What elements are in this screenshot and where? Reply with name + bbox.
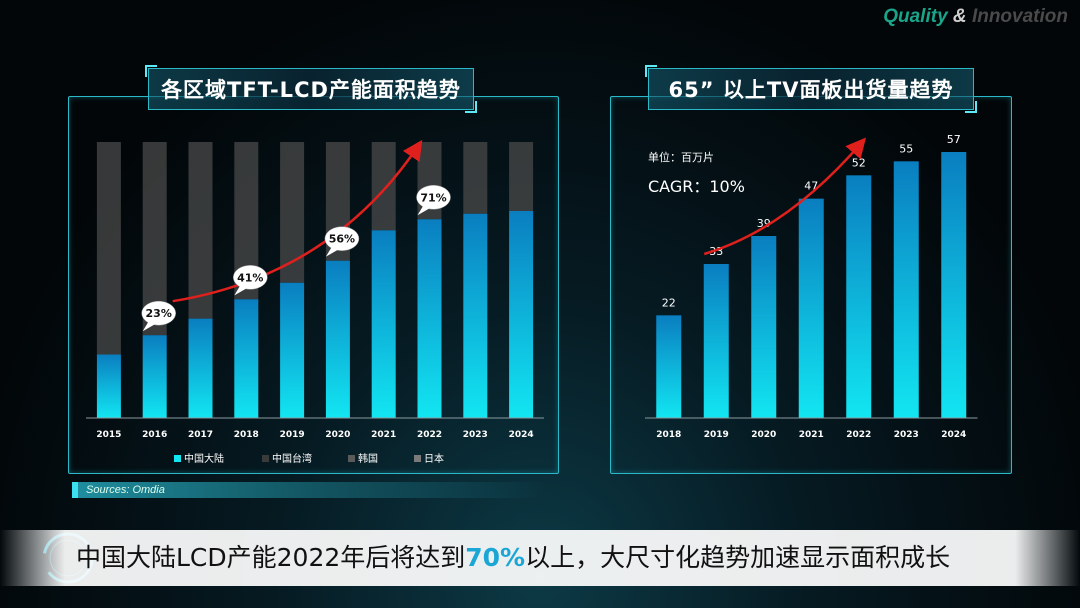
- legend-label: 中国台湾: [272, 452, 312, 465]
- legend-label: 日本: [424, 452, 444, 465]
- china-bar-2024: [509, 211, 534, 418]
- x-tick-label: 2018: [234, 430, 259, 440]
- x-tick-label: 2023: [463, 430, 488, 440]
- china-bar-2022: [417, 219, 442, 418]
- china-bar-2023: [463, 213, 488, 418]
- x-tick-label: 2024: [941, 430, 966, 440]
- china-bar-2019: [280, 282, 305, 418]
- data-label: 47: [804, 180, 818, 193]
- right-chart-title: 65” 以上TV面板出货量趋势: [645, 65, 977, 113]
- x-tick-label: 2016: [142, 430, 167, 440]
- china-bar-2018: [234, 299, 259, 418]
- gray-bar-2024: [509, 142, 534, 211]
- annotation-label: 56%: [329, 233, 355, 246]
- gray-bar-2019: [280, 142, 305, 283]
- brand-logo: Quality & Innovation: [883, 6, 1068, 27]
- annotation-bubble: [233, 265, 268, 290]
- data-label: 22: [662, 296, 676, 309]
- gray-bar-2021: [371, 142, 396, 231]
- tv-bar-2020: [751, 236, 777, 418]
- legend-swatch: [414, 455, 421, 462]
- data-label: 55: [899, 142, 913, 155]
- data-label: 57: [947, 133, 961, 146]
- x-tick-label: 2023: [894, 430, 919, 440]
- china-bar-2015: [96, 354, 121, 418]
- tv-bar-2024: [941, 152, 967, 418]
- conclusion-banner: 中国大陆LCD产能2022年后将达到70%以上，大尺寸化趋势加速显示面积成长: [0, 530, 1080, 586]
- china-bar-2016: [142, 335, 167, 418]
- annotation-bubble: [416, 185, 451, 210]
- gray-bar-2017: [188, 142, 213, 319]
- x-tick-label: 2019: [704, 430, 729, 440]
- x-tick-label: 2022: [417, 430, 442, 440]
- annotation-tail: [234, 285, 249, 296]
- x-tick-label: 2020: [325, 430, 350, 440]
- trend-arrow: [172, 139, 423, 303]
- x-tick-label: 2022: [846, 430, 871, 440]
- x-tick-label: 2017: [188, 430, 213, 440]
- china-bar-2017: [188, 318, 213, 418]
- x-tick-label: 2020: [751, 430, 776, 440]
- cagr-label: CAGR：10%: [648, 177, 745, 196]
- x-tick-label: 2019: [280, 430, 305, 440]
- china-bar-2021: [371, 230, 396, 418]
- china-bar-2020: [325, 260, 350, 418]
- annotation-tail: [417, 205, 432, 216]
- legend-swatch: [348, 455, 355, 462]
- annotation-tail: [325, 246, 340, 257]
- legend-label: 韩国: [358, 452, 378, 465]
- annotation-tail: [142, 321, 157, 332]
- legend-swatch: [174, 455, 181, 462]
- x-tick-label: 2018: [656, 430, 681, 440]
- trend-arrow: [703, 137, 867, 256]
- conclusion-highlight: 70%: [465, 543, 526, 572]
- data-label: 52: [852, 156, 866, 169]
- x-tick-label: 2024: [509, 430, 534, 440]
- x-tick-label: 2021: [371, 430, 396, 440]
- annotation-label: 23%: [146, 307, 172, 320]
- gray-bar-2018: [234, 142, 259, 300]
- tv-bar-2023: [893, 161, 919, 419]
- x-tick-label: 2015: [96, 430, 121, 440]
- conclusion-text: 中国大陆LCD产能2022年后将达到70%以上，大尺寸化趋势加速显示面积成长: [76, 543, 951, 572]
- source-note: Sources: Omdia: [72, 482, 546, 498]
- x-tick-label: 2021: [799, 430, 824, 440]
- annotation-label: 71%: [420, 191, 446, 204]
- tv-bar-2022: [846, 175, 872, 418]
- annotation-label: 41%: [237, 271, 263, 284]
- annotation-bubble: [141, 300, 176, 326]
- gray-bar-2015: [96, 142, 121, 355]
- tv-bar-2019: [703, 264, 729, 418]
- legend-label: 中国大陆: [184, 452, 224, 465]
- annotation-bubble: [324, 226, 360, 251]
- legend-swatch: [262, 455, 269, 462]
- tv-bar-2018: [656, 315, 682, 418]
- gray-bar-2023: [463, 142, 488, 214]
- tv-bar-2021: [798, 198, 824, 418]
- unit-label: 单位：百万片: [648, 150, 714, 164]
- left-chart-title: 各区域TFT-LCD产能面积趋势: [145, 65, 477, 113]
